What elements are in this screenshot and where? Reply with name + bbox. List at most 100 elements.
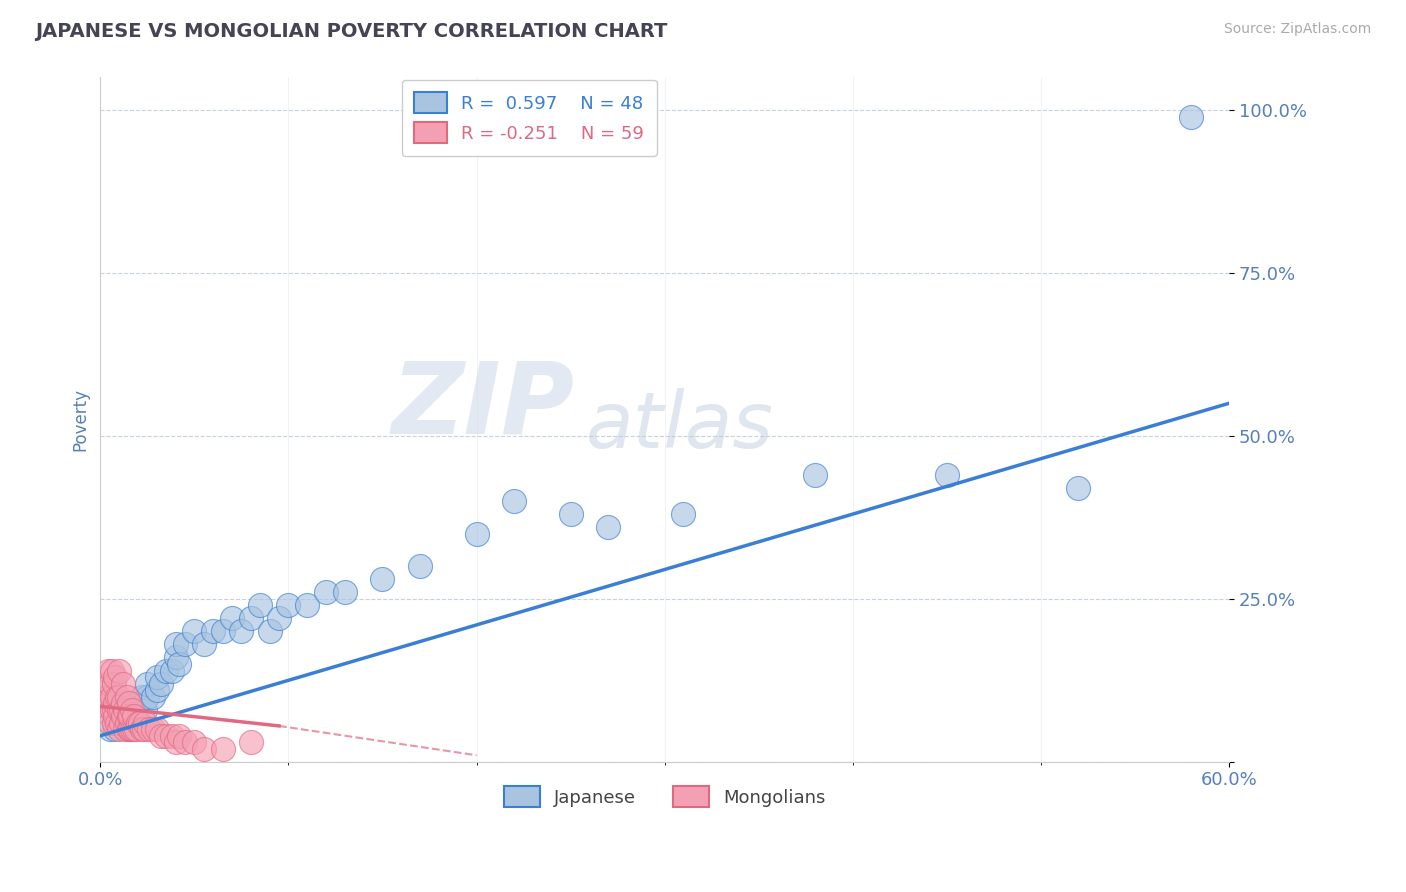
Point <box>193 637 215 651</box>
Point <box>108 703 131 717</box>
Point <box>100 690 122 704</box>
Point <box>160 729 183 743</box>
Point <box>202 624 225 639</box>
Point <box>120 709 142 723</box>
Point <box>127 696 149 710</box>
Point <box>117 709 139 723</box>
Point <box>104 709 127 723</box>
Point <box>117 722 139 736</box>
Point <box>134 715 156 730</box>
Point <box>111 709 134 723</box>
Point <box>110 715 132 730</box>
Point <box>146 670 169 684</box>
Point <box>122 703 145 717</box>
Point <box>117 722 139 736</box>
Point <box>110 703 132 717</box>
Point <box>169 657 191 671</box>
Point <box>115 715 138 730</box>
Point <box>103 676 125 690</box>
Point <box>142 722 165 736</box>
Point <box>221 611 243 625</box>
Point <box>239 735 262 749</box>
Point <box>211 741 233 756</box>
Point <box>136 676 159 690</box>
Point <box>108 722 131 736</box>
Point <box>935 468 957 483</box>
Point <box>122 722 145 736</box>
Point <box>121 703 143 717</box>
Legend: Japanese, Mongolians: Japanese, Mongolians <box>496 779 832 814</box>
Point <box>108 690 131 704</box>
Point <box>239 611 262 625</box>
Point <box>165 650 187 665</box>
Y-axis label: Poverty: Poverty <box>72 388 89 451</box>
Point <box>249 599 271 613</box>
Point <box>105 715 128 730</box>
Point <box>103 715 125 730</box>
Point <box>104 670 127 684</box>
Point <box>174 735 197 749</box>
Point <box>115 690 138 704</box>
Point <box>231 624 253 639</box>
Point <box>598 520 620 534</box>
Point <box>149 676 172 690</box>
Point <box>165 735 187 749</box>
Point <box>371 572 394 586</box>
Point <box>193 741 215 756</box>
Point <box>672 507 695 521</box>
Point <box>98 676 121 690</box>
Point <box>131 690 153 704</box>
Point <box>120 722 142 736</box>
Point <box>465 526 488 541</box>
Point <box>98 715 121 730</box>
Point <box>114 703 136 717</box>
Point <box>142 690 165 704</box>
Point <box>183 735 205 749</box>
Point <box>155 664 177 678</box>
Text: Source: ZipAtlas.com: Source: ZipAtlas.com <box>1223 22 1371 37</box>
Point <box>125 722 148 736</box>
Point <box>1180 110 1202 124</box>
Point <box>297 599 319 613</box>
Point <box>97 690 120 704</box>
Point <box>103 703 125 717</box>
Point <box>111 709 134 723</box>
Point <box>94 676 117 690</box>
Point <box>136 690 159 704</box>
Text: ZIP: ZIP <box>391 358 574 454</box>
Point <box>121 722 143 736</box>
Point <box>503 494 526 508</box>
Point <box>138 722 160 736</box>
Point <box>315 585 337 599</box>
Point <box>117 696 139 710</box>
Point <box>132 722 155 736</box>
Point <box>104 722 127 736</box>
Point <box>146 683 169 698</box>
Point <box>155 729 177 743</box>
Point <box>134 703 156 717</box>
Point <box>97 664 120 678</box>
Point <box>93 703 115 717</box>
Point <box>105 690 128 704</box>
Point <box>267 611 290 625</box>
Point <box>100 703 122 717</box>
Point <box>98 722 121 736</box>
Point <box>104 696 127 710</box>
Text: JAPANESE VS MONGOLIAN POVERTY CORRELATION CHART: JAPANESE VS MONGOLIAN POVERTY CORRELATIO… <box>35 22 668 41</box>
Point <box>122 709 145 723</box>
Point <box>1067 481 1090 495</box>
Point <box>183 624 205 639</box>
Point <box>111 676 134 690</box>
Point <box>277 599 299 613</box>
Point <box>160 664 183 678</box>
Point <box>100 664 122 678</box>
Point <box>131 722 153 736</box>
Point <box>114 703 136 717</box>
Point <box>128 715 150 730</box>
Point <box>127 715 149 730</box>
Point <box>211 624 233 639</box>
Point <box>94 690 117 704</box>
Point <box>165 637 187 651</box>
Point <box>108 664 131 678</box>
Point <box>114 722 136 736</box>
